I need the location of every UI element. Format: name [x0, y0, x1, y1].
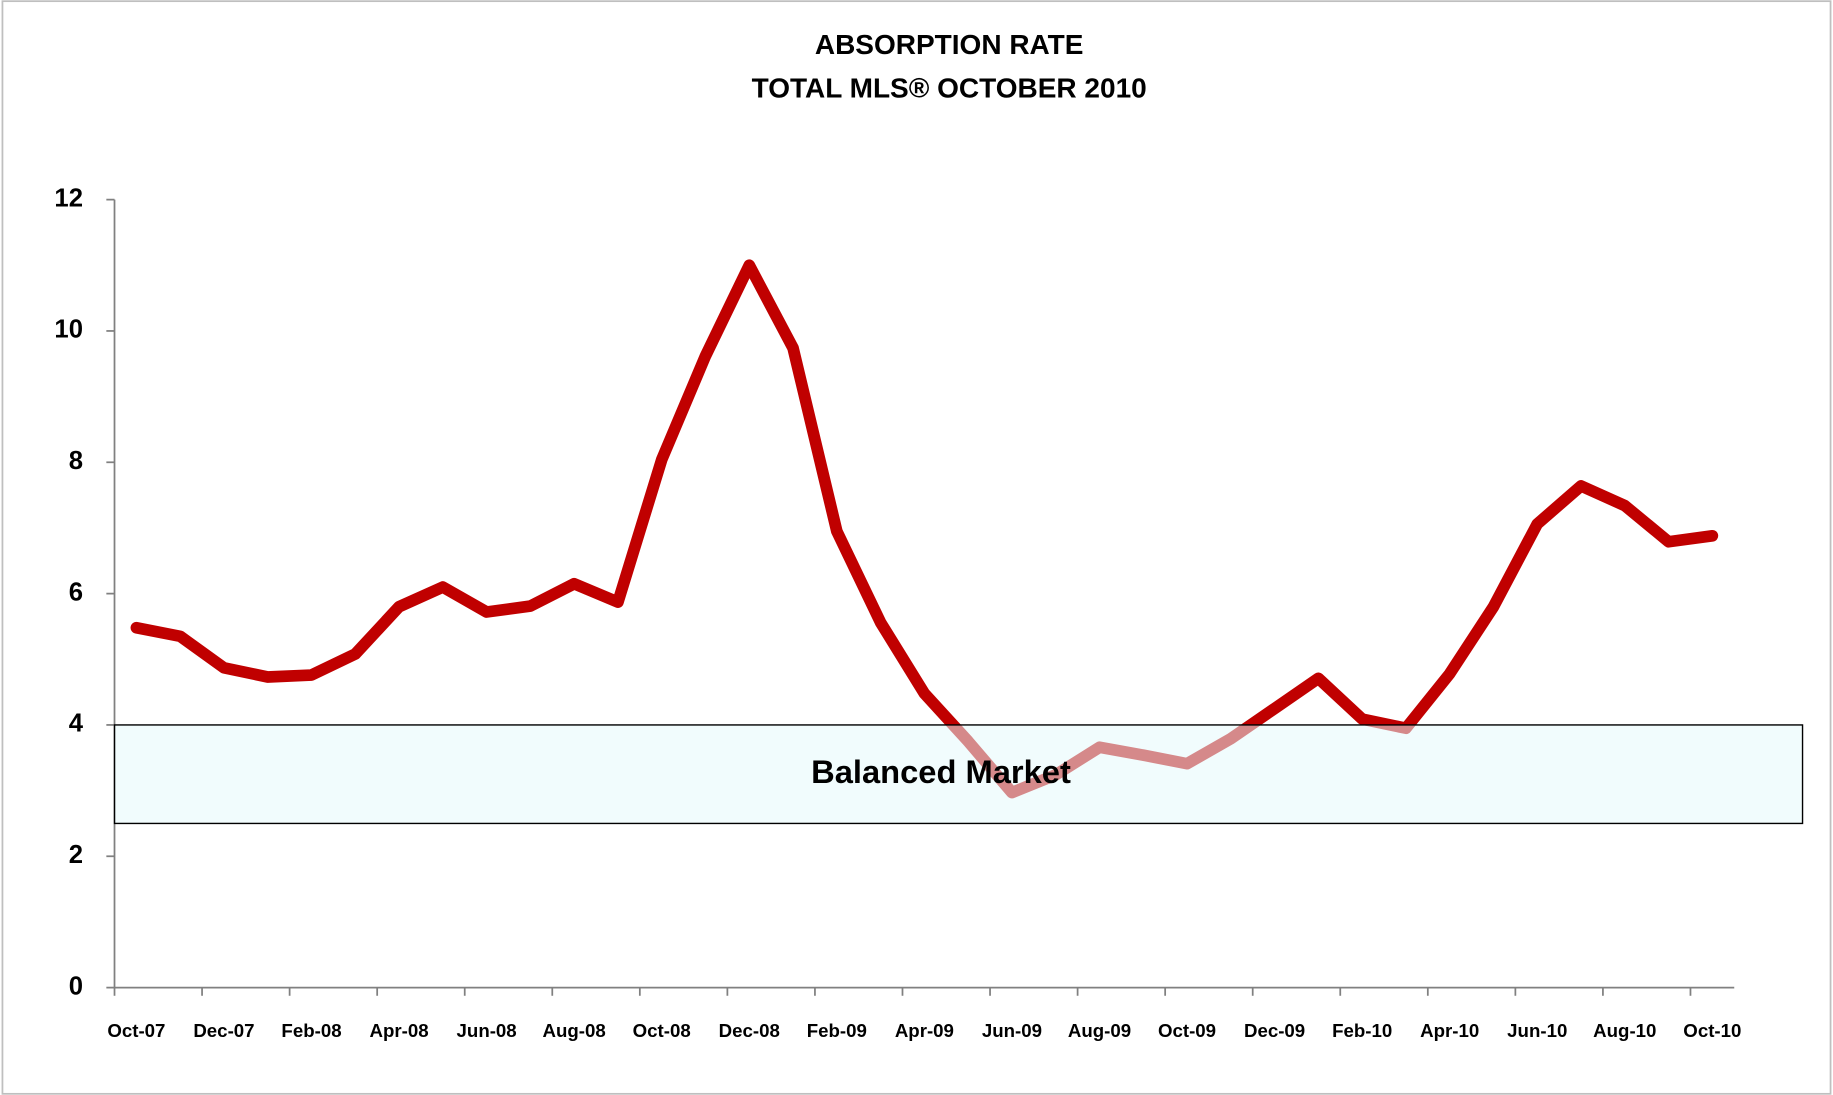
x-tick-label: Apr-08	[370, 1020, 429, 1041]
x-tick-label: Oct-10	[1683, 1020, 1741, 1041]
x-tick-label: Jun-10	[1507, 1020, 1567, 1041]
y-tick-label: 0	[69, 972, 83, 1000]
x-tick-label: Oct-07	[107, 1020, 165, 1041]
y-tick-label: 6	[69, 578, 83, 606]
data-line	[130, 259, 1719, 799]
y-tick-label: 10	[54, 316, 83, 344]
x-tick-label: Apr-10	[1420, 1020, 1479, 1041]
x-tick-label: Dec-09	[1244, 1020, 1305, 1041]
x-tick-label: Feb-10	[1332, 1020, 1392, 1041]
y-tick-label: 2	[69, 841, 83, 869]
y-tick-label: 4	[69, 710, 84, 738]
chart-title: ABSORPTION RATE	[815, 29, 1084, 60]
x-tick-label: Feb-09	[807, 1020, 867, 1041]
x-tick-label: Dec-07	[193, 1020, 254, 1041]
x-tick-label: Jun-08	[457, 1020, 517, 1041]
x-tick-label: Aug-08	[543, 1020, 606, 1041]
x-tick-label: Oct-08	[633, 1020, 691, 1041]
x-tick-label: Apr-09	[895, 1020, 954, 1041]
x-tick-label: Feb-08	[281, 1020, 341, 1041]
x-tick-label: Jun-09	[982, 1020, 1042, 1041]
x-tick-label: Dec-08	[719, 1020, 780, 1041]
x-tick-label: Aug-10	[1593, 1020, 1656, 1041]
y-tick-label: 8	[69, 447, 83, 475]
band-label: Balanced Market	[811, 753, 1071, 790]
y-tick-label: 12	[54, 184, 83, 212]
balanced-band	[113, 724, 1804, 825]
x-tick-label: Aug-09	[1068, 1020, 1131, 1041]
chart-subtitle: TOTAL MLS® OCTOBER 2010	[752, 72, 1147, 103]
x-tick-label: Oct-09	[1158, 1020, 1216, 1041]
